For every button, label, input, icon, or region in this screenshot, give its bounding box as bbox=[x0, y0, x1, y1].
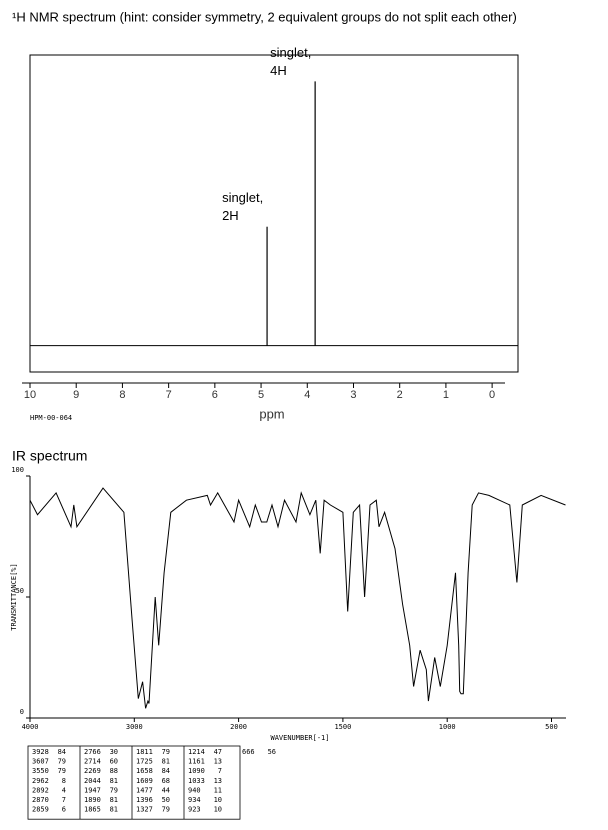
peak-transmittance: 79 bbox=[162, 748, 170, 756]
peak-wavenumber: 934 bbox=[188, 796, 201, 804]
peak-table-frame bbox=[27, 745, 241, 820]
peak-wavenumber: 923 bbox=[188, 806, 201, 814]
peak-annotation: singlet, bbox=[222, 190, 263, 205]
peak-transmittance: 79 bbox=[110, 786, 118, 794]
x-tick-label: 500 bbox=[545, 723, 558, 731]
peak-transmittance: 44 bbox=[162, 786, 170, 794]
peak-wavenumber: 2962 bbox=[32, 777, 49, 785]
x-tick-label: 9 bbox=[73, 389, 79, 401]
x-tick-label: 3 bbox=[350, 389, 356, 401]
peak-transmittance: 79 bbox=[58, 767, 66, 775]
peak-transmittance: 11 bbox=[214, 786, 222, 794]
peak-wavenumber: 1658 bbox=[136, 767, 153, 775]
peak-wavenumber: 3550 bbox=[32, 767, 49, 775]
peak-wavenumber: 1090 bbox=[188, 767, 205, 775]
x-tick-label: 4 bbox=[304, 389, 310, 401]
peak-wavenumber: 2870 bbox=[32, 796, 49, 804]
x-tick-label: 5 bbox=[258, 389, 264, 401]
peak-transmittance: 84 bbox=[58, 748, 66, 756]
peak-wavenumber: 3928 bbox=[32, 748, 49, 756]
peak-transmittance: 8 bbox=[62, 777, 66, 785]
peak-wavenumber: 2269 bbox=[84, 767, 101, 775]
peak-transmittance: 68 bbox=[162, 777, 170, 785]
peak-annotation: 4H bbox=[270, 63, 287, 78]
peak-wavenumber: 2766 bbox=[84, 748, 101, 756]
peak-wavenumber: 1811 bbox=[136, 748, 153, 756]
peak-transmittance: 50 bbox=[162, 796, 170, 804]
peak-wavenumber: 1865 bbox=[84, 806, 101, 814]
peak-wavenumber: 1477 bbox=[136, 786, 153, 794]
nmr-code: HPM-00-064 bbox=[30, 414, 72, 422]
peak-wavenumber: 666 bbox=[242, 748, 255, 756]
peak-annotation: 2H bbox=[222, 208, 239, 223]
peak-transmittance: 81 bbox=[110, 796, 118, 804]
peak-transmittance: 79 bbox=[58, 758, 66, 766]
peak-wavenumber: 940 bbox=[188, 786, 201, 794]
peak-wavenumber: 1947 bbox=[84, 786, 101, 794]
peak-transmittance: 81 bbox=[110, 777, 118, 785]
y-tick-label: 50 bbox=[16, 587, 24, 595]
peak-transmittance: 88 bbox=[110, 767, 118, 775]
y-tick-label: 100 bbox=[11, 466, 24, 474]
peak-transmittance: 4 bbox=[62, 786, 66, 794]
ir-curve bbox=[29, 487, 566, 709]
nmr-title: ¹H NMR spectrum (hint: consider symmetry… bbox=[12, 9, 517, 24]
peak-wavenumber: 1725 bbox=[136, 758, 153, 766]
peak-wavenumber: 1327 bbox=[136, 806, 153, 814]
peak-wavenumber: 1890 bbox=[84, 796, 101, 804]
peak-transmittance: 10 bbox=[214, 806, 222, 814]
x-tick-label: 1000 bbox=[439, 723, 456, 731]
peak-transmittance: 84 bbox=[162, 767, 170, 775]
peak-transmittance: 60 bbox=[110, 758, 118, 766]
peak-transmittance: 7 bbox=[62, 796, 66, 804]
x-tick-label: 10 bbox=[24, 389, 36, 401]
x-tick-label: 1 bbox=[443, 389, 449, 401]
peak-wavenumber: 1214 bbox=[188, 748, 205, 756]
x-tick-label: 6 bbox=[212, 389, 218, 401]
y-tick-label: 0 bbox=[20, 708, 24, 716]
peak-wavenumber: 1033 bbox=[188, 777, 205, 785]
peak-transmittance: 47 bbox=[214, 748, 222, 756]
peak-wavenumber: 2044 bbox=[84, 777, 101, 785]
ir-title: IR spectrum bbox=[12, 448, 87, 464]
peak-transmittance: 79 bbox=[162, 806, 170, 814]
peak-transmittance: 13 bbox=[214, 758, 222, 766]
nmr-frame bbox=[29, 54, 519, 373]
x-tick-label: 2000 bbox=[230, 723, 247, 731]
peak-transmittance: 7 bbox=[218, 767, 222, 775]
nmr-x-label: ppm bbox=[259, 406, 284, 421]
peak-wavenumber: 2714 bbox=[84, 758, 101, 766]
peak-transmittance: 30 bbox=[110, 748, 118, 756]
x-tick-label: 0 bbox=[489, 389, 495, 401]
peak-wavenumber: 2859 bbox=[32, 806, 49, 814]
x-tick-label: 7 bbox=[166, 389, 172, 401]
x-tick-label: 3000 bbox=[126, 723, 143, 731]
peak-wavenumber: 1609 bbox=[136, 777, 153, 785]
peak-annotation: singlet, bbox=[270, 45, 311, 60]
peak-transmittance: 13 bbox=[214, 777, 222, 785]
peak-transmittance: 56 bbox=[268, 748, 276, 756]
peak-transmittance: 81 bbox=[110, 806, 118, 814]
x-tick-label: 4000 bbox=[22, 723, 39, 731]
x-tick-label: 1500 bbox=[334, 723, 351, 731]
peak-wavenumber: 1396 bbox=[136, 796, 153, 804]
peak-wavenumber: 2892 bbox=[32, 786, 49, 794]
ir-x-label: WAVENUMBER[-1] bbox=[270, 734, 329, 742]
peak-transmittance: 10 bbox=[214, 796, 222, 804]
peak-wavenumber: 1161 bbox=[188, 758, 205, 766]
x-tick-label: 2 bbox=[397, 389, 403, 401]
ir-y-label: TRANSMITTANCE[%] bbox=[10, 563, 18, 630]
peak-transmittance: 81 bbox=[162, 758, 170, 766]
x-tick-label: 8 bbox=[119, 389, 125, 401]
peak-transmittance: 6 bbox=[62, 806, 66, 814]
peak-wavenumber: 3607 bbox=[32, 758, 49, 766]
